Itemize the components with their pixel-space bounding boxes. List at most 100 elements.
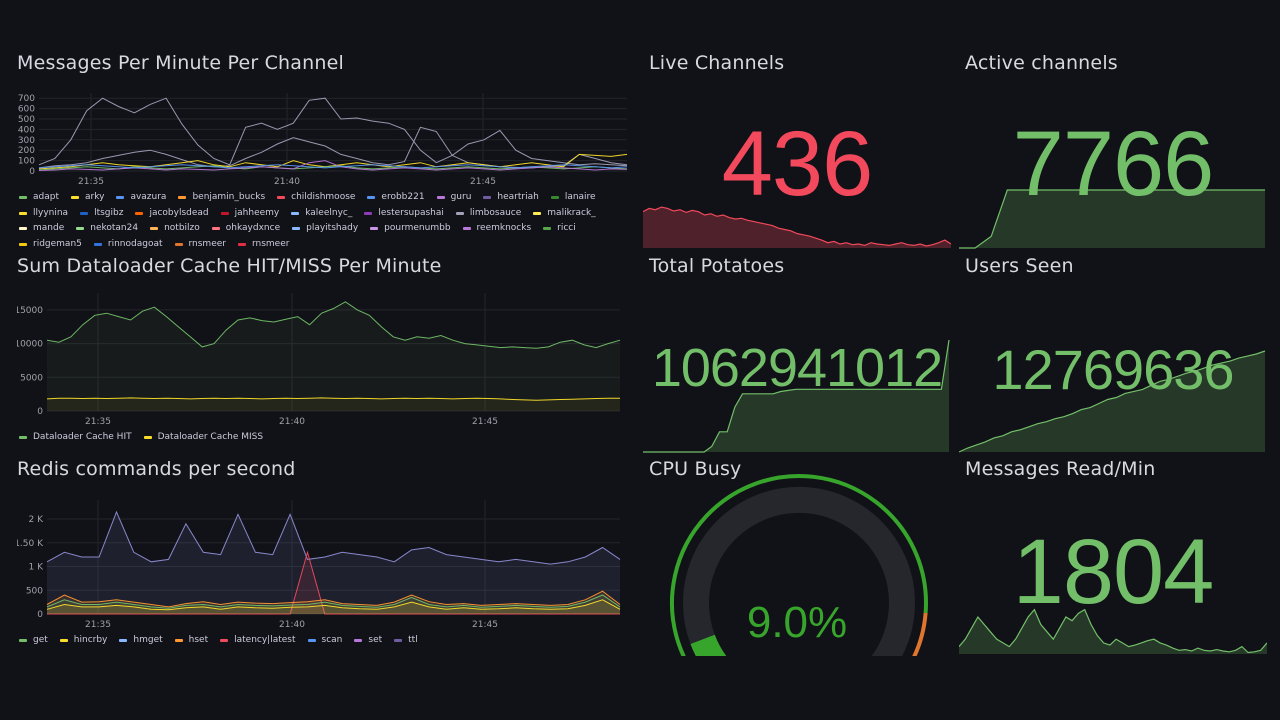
legend-swatch [533, 211, 542, 215]
messages-legend-item[interactable]: rinnodagoat [93, 237, 163, 249]
legend-label: lanaire [564, 192, 596, 202]
legend-swatch [80, 211, 89, 215]
messages-legend-item[interactable]: ridgeman5 [19, 237, 82, 249]
gauge-value [690, 634, 727, 656]
legend-label: hincrby [73, 635, 108, 645]
legend-swatch [367, 196, 376, 200]
series-line [46, 510, 621, 565]
legend-label: get [33, 635, 48, 645]
sparkline-line [959, 189, 1265, 249]
messages-legend-item[interactable]: notbilzo [150, 221, 200, 237]
legend-label: malikrack_ [547, 207, 596, 218]
messages-legend-item[interactable]: malikrack_ [533, 206, 596, 222]
legend-swatch [71, 196, 79, 200]
messages-legend-item[interactable]: mande [19, 221, 64, 237]
active-channels-value: 7766 [1012, 113, 1215, 215]
messages-legend-item[interactable]: guru [436, 190, 471, 206]
x-tick-label: 21:35 [85, 620, 111, 630]
legend-label: ridgeman5 [33, 238, 82, 249]
total-potatoes-value: 1062941012 [651, 338, 943, 398]
messages-legend-item[interactable]: llyynina [19, 206, 68, 222]
messages-legend-item[interactable]: nekotan24 [76, 221, 138, 237]
y-tick-label: 2 K [29, 515, 45, 525]
x-tick-label: 21:35 [85, 417, 111, 427]
messages-legend-item[interactable]: jahheemy [220, 206, 280, 222]
messages-legend-item[interactable]: heartriah [483, 190, 539, 206]
redis-legend-item[interactable]: set [354, 633, 382, 649]
legend-swatch [59, 639, 68, 643]
messages-legend-item[interactable]: avazura [116, 190, 166, 206]
cpu-busy-panel[interactable]: CPU Busy 9.0% [643, 458, 951, 656]
series-area [47, 511, 620, 614]
messages-legend-item[interactable]: jacobylsdead [135, 206, 209, 222]
sparkline-area [643, 340, 949, 452]
messages-legend-item[interactable]: adapt [19, 190, 59, 206]
legend-label: mande [33, 223, 65, 233]
dataloader-cache-panel[interactable]: Sum Dataloader Cache HIT/MISS Per Minute… [17, 255, 631, 450]
legend-label: rnsmeer [188, 238, 226, 249]
messages-legend-item[interactable]: kaleelnyc_ [291, 206, 352, 222]
dataloader-legend-item[interactable]: Dataloader Cache HIT [19, 430, 132, 446]
legend-label: erobb221 [381, 192, 425, 202]
panel-title: Messages Read/Min [965, 458, 1156, 480]
messages-legend-item[interactable]: playitshady [292, 221, 358, 237]
legend-swatch [220, 639, 229, 643]
legend-swatch [483, 196, 492, 200]
y-tick-label: 15000 [17, 306, 43, 316]
messages-legend-item[interactable]: rnsmeer [237, 237, 289, 248]
total-potatoes-panel[interactable]: Total Potatoes 1062941012 [643, 255, 951, 453]
messages-legend-item[interactable]: childishmoose [277, 190, 355, 206]
legend-label: jahheemy [234, 207, 280, 218]
messages-legend-item[interactable]: reemknocks [462, 221, 531, 237]
y-tick-label: 100 [18, 157, 35, 167]
legend-label: heartriah [497, 192, 539, 202]
legend-swatch [455, 211, 464, 215]
y-tick-label: 700 [18, 94, 35, 104]
dataloader-legend-item[interactable]: Dataloader Cache MISS [143, 430, 263, 446]
redis-legend-item[interactable]: hmget [119, 633, 163, 649]
series-area [47, 397, 620, 411]
messages-legend-item[interactable]: limbosauce [455, 206, 521, 222]
messages-legend-item[interactable]: ohkaydxnce [211, 221, 280, 237]
x-tick-label: 21:35 [78, 177, 104, 187]
redis-legend-item[interactable]: ttl [394, 633, 418, 649]
messages-per-minute-panel[interactable]: Messages Per Minute Per Channel 0 100 200 3… [17, 52, 631, 248]
messages-legend-item[interactable]: benjamin_bucks [178, 190, 265, 206]
threshold-green [670, 474, 928, 656]
redis-legend-item[interactable]: scan [307, 633, 343, 649]
dataloader-cache-legend: Dataloader Cache HIT Dataloader Cache MIS… [19, 430, 619, 446]
messages-legend-item[interactable]: pourmenumbb [370, 221, 451, 237]
active-channels-panel[interactable]: Active channels 7766 [959, 52, 1267, 250]
series-area [47, 301, 620, 411]
legend-swatch [394, 639, 403, 643]
live-channels-panel[interactable]: Live Channels 436 [643, 52, 951, 250]
panel-title: Active channels [965, 52, 1118, 74]
messages-per-minute-legend: adapt arky avazura benjamin_bucks childishmo… [19, 190, 619, 248]
messages-legend-item[interactable]: ltsgibz [80, 206, 123, 222]
legend-label: latency|latest [234, 635, 296, 645]
redis-legend-item[interactable]: hset [174, 633, 208, 649]
messages-legend-item[interactable]: lanaire [550, 190, 596, 206]
legend-swatch [19, 436, 27, 440]
redis-legend-item[interactable]: hincrby [59, 633, 108, 649]
messages-legend-item[interactable]: rnsmeer [174, 237, 226, 249]
messages-legend-item[interactable]: ricci [543, 221, 576, 237]
redis-commands-panel[interactable]: Redis commands per second 0 500 1 K 1.50 K 2… [17, 458, 631, 653]
messages-legend-item[interactable]: erobb221 [367, 190, 425, 206]
legend-swatch [93, 242, 102, 246]
messages-read-value: 1804 [1012, 521, 1215, 623]
series-line [38, 126, 628, 169]
redis-legend-item[interactable]: get [19, 633, 48, 649]
sparkline-area [959, 351, 1265, 452]
legend-label: ltsgibz [94, 207, 124, 218]
legend-label: rinnodagoat [107, 238, 163, 249]
legend-label: hmget [133, 635, 163, 645]
messages-legend-item[interactable]: lestersupashai [364, 206, 444, 222]
users-seen-panel[interactable]: Users Seen 12769636 [959, 255, 1267, 453]
legend-label: set [368, 635, 383, 645]
y-tick-label: 0 [29, 167, 35, 177]
messages-legend-item[interactable]: arky [71, 190, 104, 206]
redis-legend-item[interactable]: latency|latest [220, 633, 296, 649]
messages-read-panel[interactable]: Messages Read/Min 1804 [959, 458, 1267, 656]
legend-label: scan [321, 635, 343, 645]
